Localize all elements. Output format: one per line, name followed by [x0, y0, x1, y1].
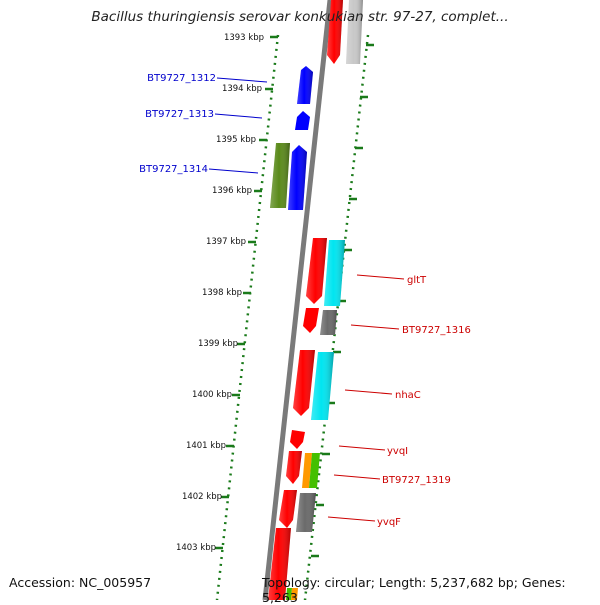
gene-label[interactable]: nhaC: [395, 390, 421, 401]
scale-label: 1393 kbp: [224, 33, 264, 43]
accession-label: Accession: NC_005957: [9, 575, 152, 590]
gene-feature[interactable]: [290, 430, 305, 449]
gene-label[interactable]: BT9727_1319: [382, 475, 451, 486]
gene-feature[interactable]: [291, 588, 298, 600]
leader-line: [208, 168, 259, 174]
gene-label[interactable]: BT9727_1316: [402, 325, 471, 336]
scale-label: 1394 kbp: [222, 84, 262, 94]
scale-label: 1400 kbp: [192, 390, 232, 400]
scale-label: 1403 kbp: [176, 543, 216, 553]
scale-label: 1397 kbp: [206, 237, 246, 247]
ruler-ticks: [215, 35, 374, 558]
leader-line: [327, 516, 376, 522]
gene-feature[interactable]: [303, 308, 319, 333]
leader-line: [333, 474, 381, 480]
genome-backbone: [262, 0, 333, 600]
leader-line: [344, 389, 393, 395]
gene-label[interactable]: BT9727_1314: [139, 164, 208, 175]
map-title: Bacillus thuringiensis serovar konkukian…: [91, 9, 509, 25]
leader-line: [216, 77, 268, 83]
leader-line: [338, 445, 386, 451]
scale-label: 1395 kbp: [216, 135, 256, 145]
gene-label[interactable]: BT9727_1312: [147, 73, 216, 84]
gene-label[interactable]: yvqI: [387, 446, 408, 457]
scale-label: 1398 kbp: [202, 288, 242, 298]
leader-line: [356, 274, 405, 280]
scale-label: 1402 kbp: [182, 492, 222, 502]
gene-label[interactable]: gltT: [407, 275, 427, 286]
leader-line: [214, 113, 263, 119]
leader-line: [350, 324, 400, 330]
topology-label: Topology: circular; Length: 5,237,682 bp…: [262, 575, 566, 605]
gene-label[interactable]: BT9727_1313: [145, 109, 214, 120]
gene-feature[interactable]: [295, 111, 310, 130]
scale-label: 1396 kbp: [212, 186, 252, 196]
gene-label[interactable]: yvqF: [377, 517, 401, 528]
scale-label: 1401 kbp: [186, 441, 226, 451]
gene-feature[interactable]: [309, 453, 320, 488]
gene-feature[interactable]: [286, 588, 292, 600]
outer-ruler-left: [215, 34, 280, 600]
scale-label: 1399 kbp: [198, 339, 238, 349]
gene-feature[interactable]: [302, 453, 312, 488]
